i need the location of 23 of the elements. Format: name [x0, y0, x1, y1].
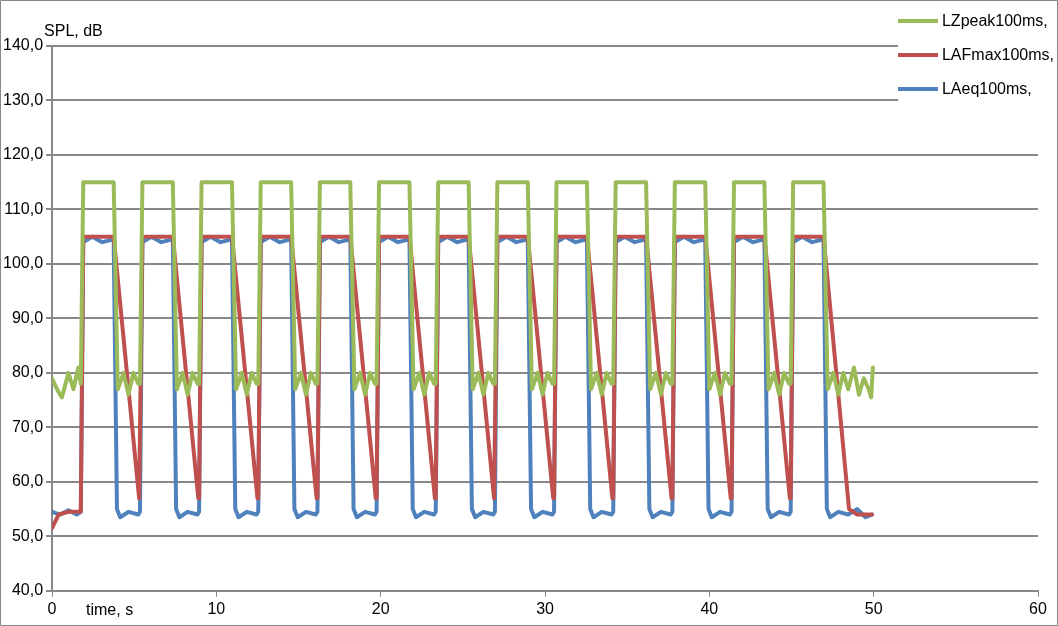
y-tick-label: 70,0: [11, 417, 44, 435]
y-tick-label: 140,0: [2, 36, 44, 54]
y-tick-label: 60,0: [11, 472, 44, 490]
y-tick-label: 90,0: [11, 308, 44, 326]
y-tick-label: 120,0: [2, 145, 44, 163]
x-tick-label: 40: [700, 599, 719, 617]
x-tick-label: 20: [371, 599, 390, 617]
y-tick-label: 50,0: [11, 526, 44, 544]
x-tick-label: 30: [536, 599, 555, 617]
legend-label: LAFmax100ms,: [941, 46, 1054, 64]
y-tick-label: 80,0: [11, 363, 44, 381]
x-tick-label: 10: [207, 599, 226, 617]
x-tick-label: 0: [47, 599, 57, 617]
y-tick-label: 110,0: [4, 199, 44, 217]
y-tick-label: 130,0: [2, 90, 44, 108]
x-tick-label: 50: [864, 599, 883, 617]
x-axis-title: time, s: [86, 601, 134, 619]
legend-label: LZpeak100ms,: [941, 12, 1048, 30]
y-tick-label: 100,0: [2, 254, 44, 272]
y-axis-title: SPL, dB: [44, 22, 103, 40]
x-tick-label: 60: [1029, 599, 1047, 617]
legend-label: LAeq100ms,: [941, 80, 1032, 98]
y-tick-label: 40,0: [11, 581, 44, 599]
